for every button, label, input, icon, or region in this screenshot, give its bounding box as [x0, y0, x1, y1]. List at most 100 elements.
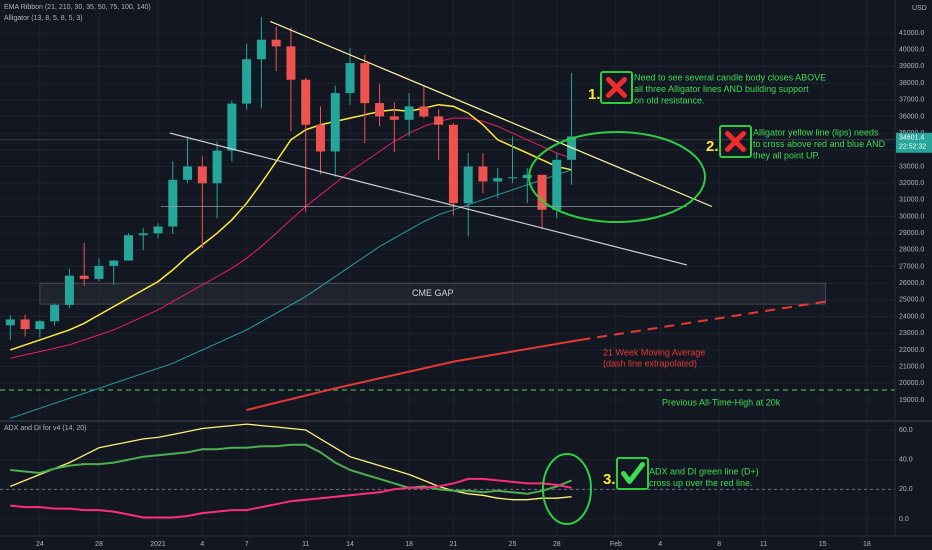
y-tick-label: 32000.0: [899, 180, 924, 187]
indicator-title: ADX and DI for v4 (14, 20): [4, 425, 86, 432]
countdown-label: 22:52:32: [899, 144, 926, 151]
ath-label: Previous All-Time-High at 20k: [662, 397, 781, 407]
candle-body: [345, 63, 355, 94]
y-tick-label: 21000.0: [899, 363, 924, 370]
y-tick-label: 30000.0: [899, 213, 924, 220]
annotations: Previous All-Time-High at 20k 21 Week Mov…: [588, 71, 886, 490]
annotation-number: 3.: [603, 471, 616, 488]
candle-body: [94, 265, 104, 279]
ma-line: [246, 338, 581, 411]
y-tick-label: 22000.0: [899, 347, 924, 354]
x-tick-label: 14: [346, 541, 354, 548]
candle-body: [138, 233, 148, 236]
annotation-text: all three Alligator lines AND building s…: [634, 84, 809, 94]
candle-body: [330, 93, 340, 152]
candle-body: [123, 235, 133, 261]
annotation-number: 1.: [588, 86, 601, 103]
candle-body: [493, 178, 503, 182]
x-tick-label: 4: [200, 541, 204, 548]
fail-icon: [725, 131, 746, 152]
candle-body: [315, 124, 325, 152]
candle-body: [552, 159, 562, 210]
annotation-text: on old resistance.: [634, 95, 705, 105]
x-tick-label: 18: [405, 541, 413, 548]
y-tick-label: 19000.0: [899, 397, 924, 404]
candle-body: [79, 275, 89, 279]
highlight-ellipse: [542, 453, 592, 525]
y-tick-label: 41000.0: [899, 30, 924, 37]
y-tick-label: 29000.0: [899, 230, 924, 237]
y-tick-label: 20000.0: [899, 380, 924, 387]
candle-body: [404, 106, 414, 120]
candle-body: [389, 116, 399, 120]
annotation-number: 2.: [706, 138, 719, 155]
candle-body: [212, 150, 222, 184]
candle-body: [109, 260, 119, 266]
annotation-text: they all point UP.: [753, 150, 820, 160]
x-tick-label: 7: [245, 541, 249, 548]
candle-body: [168, 179, 178, 227]
last-price-tag: [896, 132, 932, 153]
candle-body: [463, 166, 473, 204]
ma-label: 21 Week Moving Average: [603, 347, 705, 357]
candle-body: [434, 116, 444, 125]
status-box: [600, 71, 633, 104]
last-price-label: 34601.4: [899, 135, 924, 142]
candle-body: [537, 174, 547, 210]
y-tick-label: 33000.0: [899, 163, 924, 170]
candle-body: [375, 103, 385, 117]
y-tick-label: 37000.0: [899, 97, 924, 104]
candle-body: [448, 124, 458, 204]
candle-body: [153, 226, 163, 234]
candle-body: [507, 177, 517, 179]
y-tick-label: 25000.0: [899, 297, 924, 304]
ma-extrapolation: [580, 300, 826, 341]
annotation-text: ADX and DI green line (D+): [649, 466, 759, 476]
x-tick-label: Feb: [610, 541, 622, 548]
candle-body: [20, 319, 30, 330]
x-tick-label: 11: [760, 541, 767, 548]
annotation-text: to cross above red and blue AND: [753, 139, 886, 149]
status-box: [719, 125, 752, 158]
candle-body: [256, 39, 266, 60]
y-tick-label: 0.0: [899, 516, 909, 523]
annotation-text: Alligator yellow line (lips) needs: [753, 127, 879, 137]
candle-body: [227, 103, 237, 151]
trendline: [270, 20, 713, 208]
gap-zone: [39, 282, 826, 305]
y-tick-label: 26000.0: [899, 280, 924, 287]
indicator-legend: Alligator (13, 8, 5, 8, 5, 3): [4, 15, 83, 22]
candle-body: [522, 174, 532, 179]
y-tick-label: 23000.0: [899, 330, 924, 337]
x-tick-label: 8: [717, 541, 721, 548]
y-tick-label: 36000.0: [899, 113, 924, 120]
x-tick-label: 25: [509, 541, 517, 548]
y-tick-label: 24000.0: [899, 313, 924, 320]
candle-body: [50, 304, 60, 322]
status-box: [616, 457, 649, 490]
candle-body: [478, 166, 488, 182]
x-tick-label: 2021: [150, 541, 166, 548]
candle-body: [197, 166, 207, 184]
highlight-ellipse: [528, 131, 706, 223]
x-tick-label: 28: [95, 541, 103, 548]
x-tick-label: 18: [863, 541, 871, 548]
y-tick-label: 39000.0: [899, 63, 924, 70]
overlay-line: [10, 169, 572, 419]
candle-body: [183, 166, 193, 180]
indicator-line: [10, 477, 572, 519]
fail-icon: [606, 77, 627, 98]
indicator-pane: [0, 423, 895, 519]
x-tick-label: 15: [819, 541, 827, 548]
x-tick-label: 11: [302, 541, 309, 548]
x-tick-label: 21: [450, 541, 458, 548]
gap-label: CME GAP: [412, 288, 454, 298]
price-pane: CME GAP: [0, 17, 895, 419]
y-tick-label: 27000.0: [899, 263, 924, 270]
currency-label: USD: [912, 5, 927, 12]
y-tick-label: 31000.0: [899, 197, 924, 204]
indicator-line: [10, 423, 572, 501]
candle-body: [301, 79, 311, 125]
